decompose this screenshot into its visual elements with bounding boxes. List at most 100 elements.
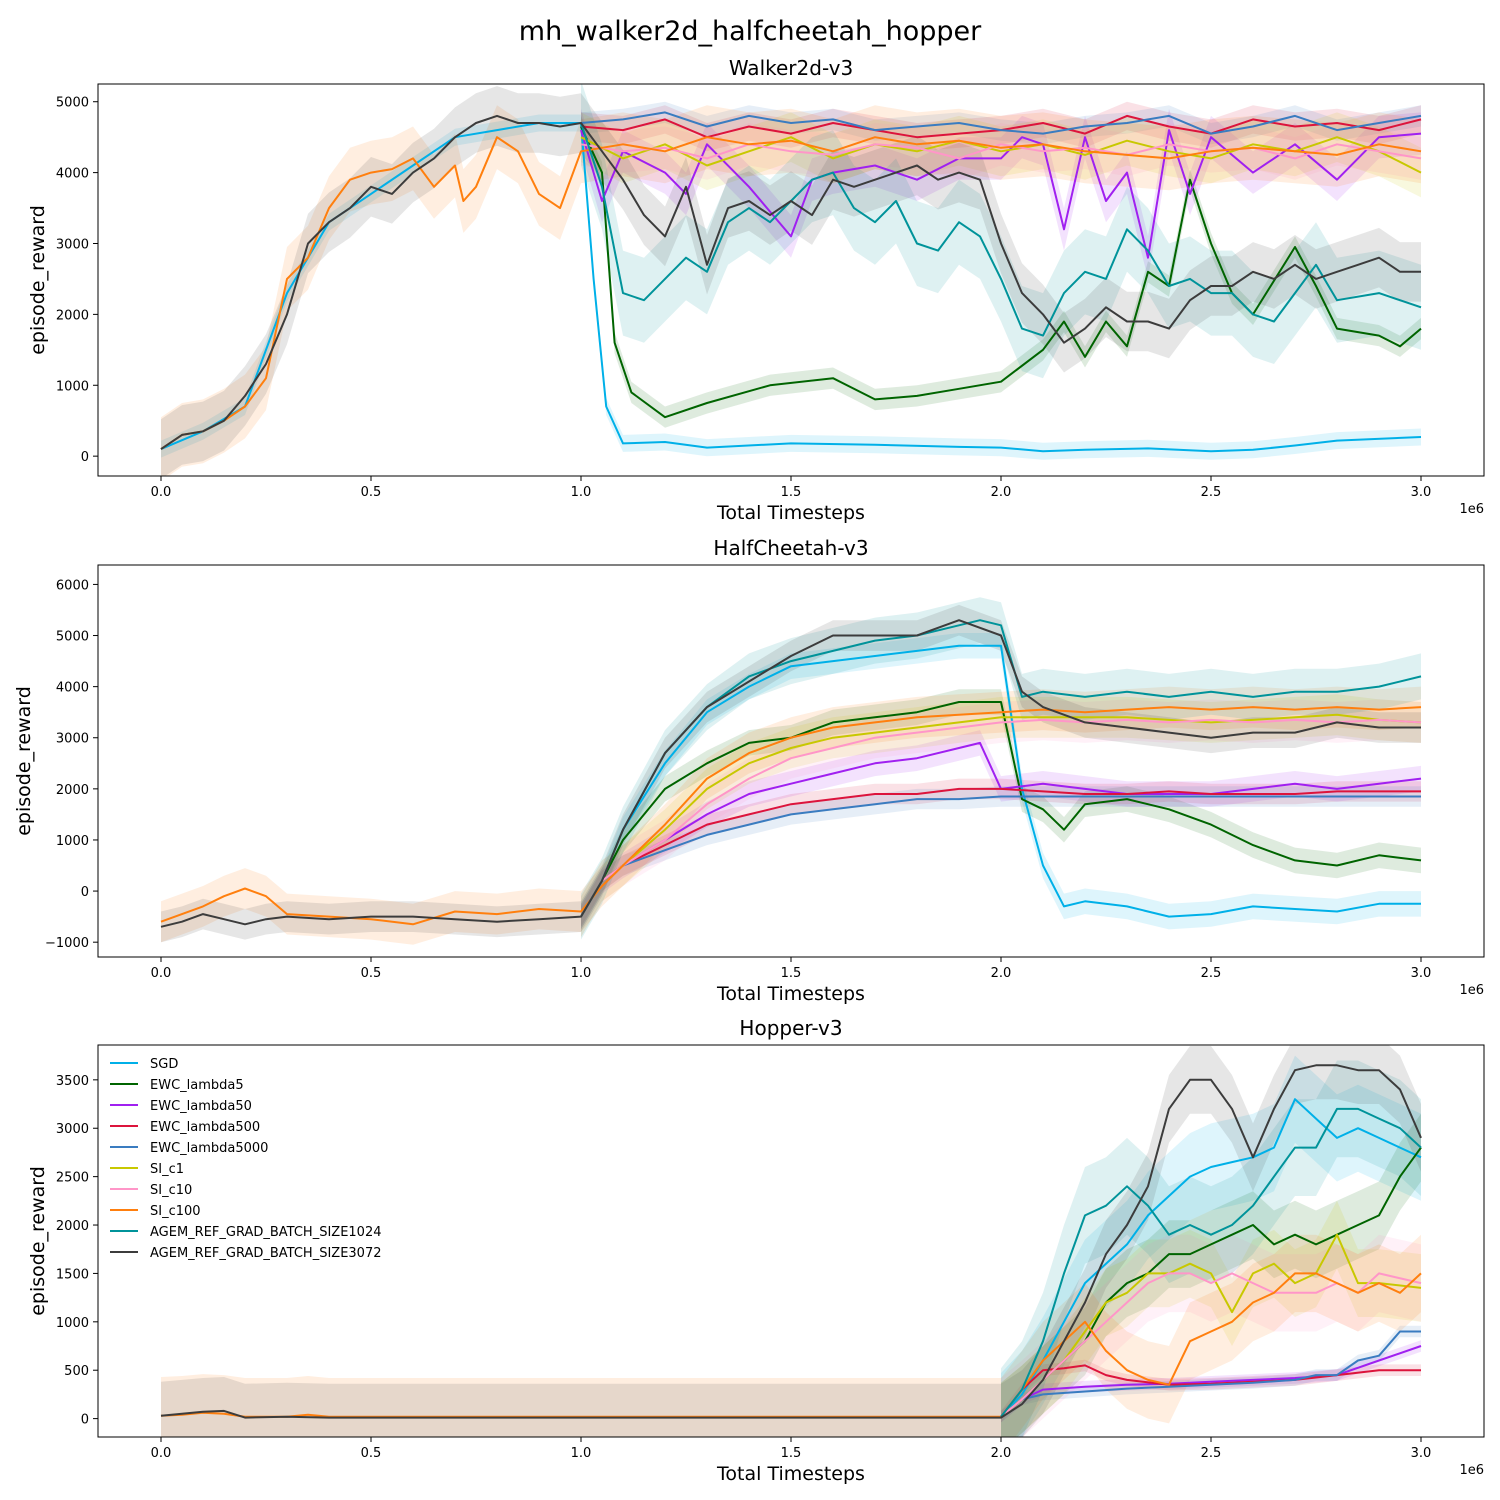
- series-line-SI_c1: [580, 136, 1422, 174]
- series-line-AGEM_REF_GRAD_BATCH_SIZE3072: [160, 1064, 1422, 1419]
- series-line-EWC_lambda50: [580, 129, 1422, 259]
- x-tick-label: 0.0: [151, 966, 172, 981]
- legend-label: EWC_lambda5: [150, 1078, 244, 1093]
- y-tick-label: 3000: [56, 732, 89, 747]
- series-band-SI_c10: [1001, 1234, 1421, 1437]
- series-line-EWC_lambda500: [580, 787, 1421, 918]
- subplot-title: HalfCheetah-v3: [713, 536, 868, 560]
- series-line-SGD: [1000, 1098, 1422, 1418]
- y-tick-label: 1000: [56, 379, 89, 394]
- series-line-SI_c100: [160, 706, 1422, 926]
- subplots: 0.0 0.5 1.0 1.5 2.0 2.5 3.0 0 1000 2000 3000 4000 50…: [13, 56, 1485, 1485]
- y-tick-label: 4000: [56, 681, 89, 696]
- x-tick-label: 3.0: [1411, 1446, 1432, 1461]
- x-tick-label: 2.5: [1201, 1446, 1222, 1461]
- series-line-EWC_lambda5000: [580, 795, 1421, 918]
- x-axis-label: Total Timesteps: [716, 1463, 865, 1485]
- series-band-AGEM_REF_GRAD_BATCH_SIZE3072: [161, 604, 1421, 943]
- legend-label: SI_c100: [150, 1204, 201, 1219]
- y-tick-label: 5000: [56, 96, 89, 111]
- y-tick-label: 0: [81, 885, 89, 900]
- y-tick-label: 6000: [56, 578, 89, 593]
- series-line-EWC_lambda5: [580, 701, 1422, 918]
- subplot-title: Walker2d-v3: [729, 56, 853, 80]
- x-tick-label: 2.0: [991, 485, 1012, 500]
- x-axis-label: Total Timesteps: [716, 983, 865, 1005]
- series-band-AGEM_REF_GRAD_BATCH_SIZE1024: [1001, 1060, 1421, 1437]
- series-line-SI_c10: [580, 718, 1422, 918]
- series-line-AGEM_REF_GRAD_BATCH_SIZE1024: [1000, 1107, 1422, 1418]
- x-tick-label: 3.0: [1411, 966, 1432, 981]
- x-tick-label: 1.5: [781, 485, 802, 500]
- series-band-SI_c100: [161, 105, 1421, 476]
- y-tick-label: 5000: [56, 630, 89, 645]
- plot-area: [160, 84, 1422, 476]
- y-tick-label: 2000: [56, 1219, 89, 1234]
- series-band-EWC_lambda5000: [581, 786, 1421, 927]
- legend-label: SGD: [150, 1057, 178, 1072]
- series-line-SI_c10: [580, 143, 1422, 160]
- x-axis-label: Total Timesteps: [716, 502, 865, 524]
- x-tick-label: 2.0: [991, 966, 1012, 981]
- y-axis-label: episode_reward: [27, 205, 49, 355]
- y-tick-label: 2000: [56, 783, 89, 798]
- legend-label: SI_c1: [150, 1162, 184, 1177]
- series-line-SI_c10: [1000, 1272, 1422, 1418]
- legend-label: AGEM_REF_GRAD_BATCH_SIZE1024: [150, 1225, 382, 1240]
- x-tick-label: 1.5: [781, 1446, 802, 1461]
- series-line-SI_c100: [160, 136, 1422, 450]
- x-tick-label: 3.0: [1411, 485, 1432, 500]
- y-tick-label: 0: [81, 450, 89, 465]
- subplot-3: 0.0 0.5 1.0 1.5 2.0 2.5 3.0 0 500 1000 1500 2000 250…: [27, 1016, 1485, 1485]
- series-line-EWC_lambda50: [1000, 1345, 1422, 1418]
- legend: SGD EWC_lambda5 EWC_lambda50 EWC_lambda500 E…: [110, 1057, 382, 1261]
- x-tick-label: 0.0: [151, 1446, 172, 1461]
- series-band-EWC_lambda5: [581, 689, 1421, 930]
- x-tick-label: 2.5: [1201, 966, 1222, 981]
- y-tick-label: 0: [81, 1413, 89, 1428]
- x-tick-label: 1.0: [571, 485, 592, 500]
- x-tick-label: 1.5: [781, 966, 802, 981]
- y-tick-label: 2500: [56, 1171, 89, 1186]
- series-band-AGEM_REF_GRAD_BATCH_SIZE3072: [161, 1045, 1421, 1437]
- x-tick-label: 0.0: [151, 485, 172, 500]
- legend-label: SI_c10: [150, 1183, 192, 1198]
- series-band-SGD: [1001, 1055, 1421, 1437]
- series-line-SI_c1: [1000, 1233, 1422, 1418]
- y-tick-label: 3000: [56, 1122, 89, 1137]
- y-tick-label: 1000: [56, 834, 89, 849]
- series-band-EWC_lambda50: [581, 730, 1421, 930]
- plot-area: [160, 597, 1422, 945]
- subplot-title: Hopper-v3: [739, 1016, 842, 1040]
- series-band-SI_c1: [581, 694, 1421, 938]
- y-tick-label: 3000: [56, 237, 89, 252]
- x-tick-label: 0.5: [361, 485, 382, 500]
- x-tick-label: 1.0: [571, 966, 592, 981]
- x-tick-label: 0.5: [361, 1446, 382, 1461]
- y-tick-label: 4000: [56, 167, 89, 182]
- subplot-2: 0.0 0.5 1.0 1.5 2.0 2.5 3.0 −1000 0 1000 2000 3000 4…: [13, 536, 1485, 1005]
- legend-label: EWC_lambda5000: [150, 1141, 268, 1156]
- series-line-AGEM_REF_GRAD_BATCH_SIZE1024: [580, 122, 1422, 337]
- plot-area: [160, 1045, 1422, 1437]
- x-offset-text: 1e6: [1459, 983, 1484, 998]
- series-band-EWC_lambda500: [581, 778, 1421, 927]
- legend-label: EWC_lambda50: [150, 1099, 252, 1114]
- x-tick-label: 1.0: [571, 1446, 592, 1461]
- series-line-EWC_lambda5000: [1000, 1330, 1421, 1418]
- x-tick-label: 2.5: [1201, 485, 1222, 500]
- legend-label: AGEM_REF_GRAD_BATCH_SIZE3072: [150, 1246, 382, 1261]
- series-line-EWC_lambda5: [580, 126, 1422, 419]
- x-offset-text: 1e6: [1459, 502, 1484, 517]
- x-tick-label: 2.0: [991, 1446, 1012, 1461]
- series-band-SI_c1: [1001, 1200, 1421, 1437]
- y-tick-label: 1000: [56, 1316, 89, 1331]
- legend-label: EWC_lambda500: [150, 1120, 260, 1135]
- series-band-SGD: [581, 633, 1421, 930]
- figure-suptitle: mh_walker2d_halfcheetah_hopper: [519, 16, 982, 47]
- x-tick-label: 0.5: [361, 966, 382, 981]
- y-tick-label: 1500: [56, 1267, 89, 1282]
- y-tick-label: 2000: [56, 308, 89, 323]
- series-line-SI_c1: [580, 713, 1422, 918]
